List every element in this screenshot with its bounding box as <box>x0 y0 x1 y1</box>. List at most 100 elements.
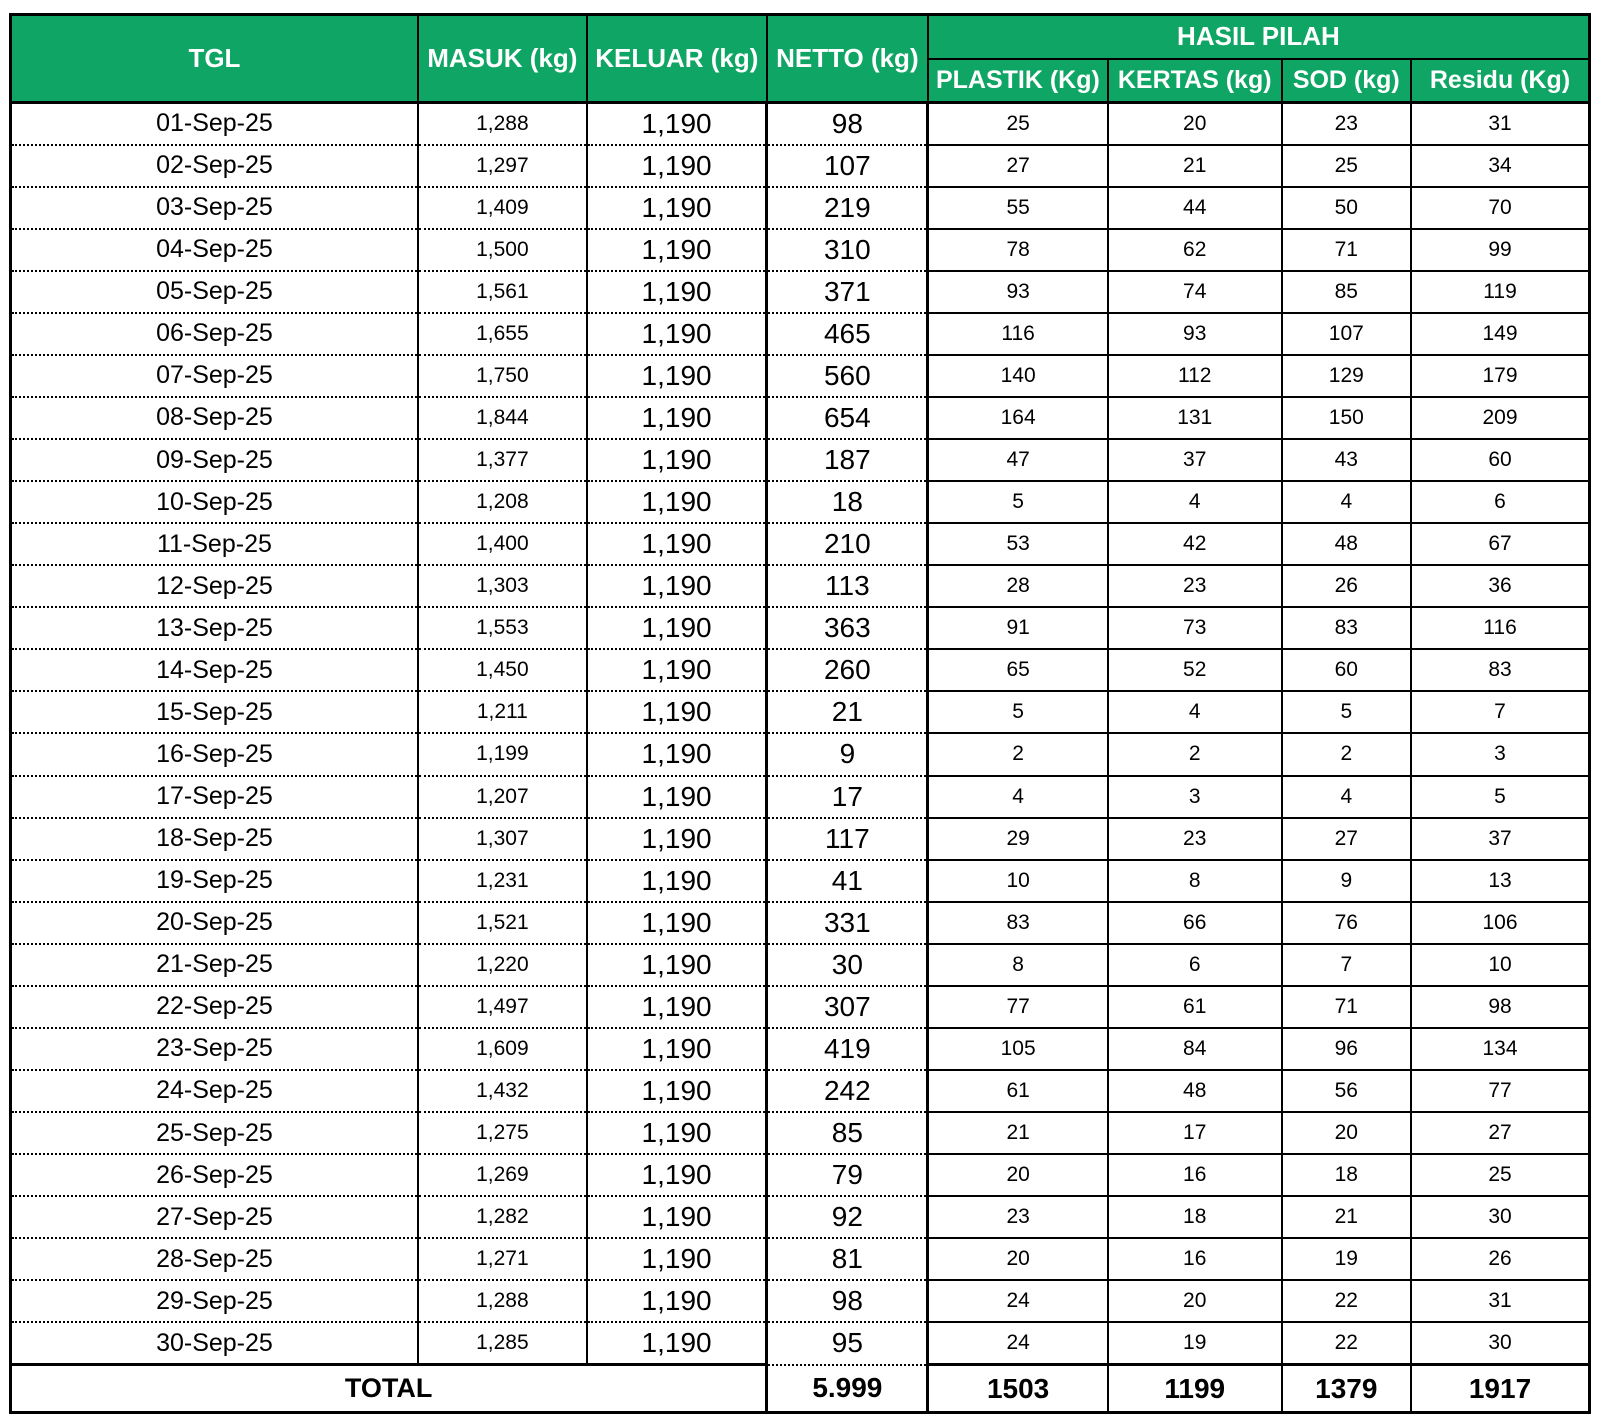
col-header-netto: NETTO (kg) <box>765 13 929 104</box>
cell-date: 02-Sep-25 <box>10 144 419 188</box>
cell-masuk: 1,207 <box>417 775 588 819</box>
cell-kertas: 21 <box>1106 144 1283 188</box>
cell-date: 18-Sep-25 <box>10 817 419 861</box>
cell-sod: 7 <box>1280 943 1413 987</box>
cell-netto: 419 <box>765 1027 930 1071</box>
table-row: 27-Sep-25 1,282 1,190 92 23 18 21 30 <box>10 1196 1591 1240</box>
cell-netto: 21 <box>765 691 930 735</box>
cell-date: 10-Sep-25 <box>10 481 419 525</box>
cell-netto: 242 <box>765 1069 930 1114</box>
cell-keluar: 1,190 <box>586 943 767 987</box>
cell-masuk: 1,269 <box>417 1154 588 1198</box>
cell-sod: 23 <box>1280 102 1413 146</box>
cell-plastik: 83 <box>926 901 1109 945</box>
table-row: 17-Sep-25 1,207 1,190 17 4 3 4 5 <box>10 775 1591 819</box>
total-sod: 1379 <box>1280 1364 1413 1413</box>
cell-kertas: 42 <box>1106 523 1283 567</box>
cell-residu: 26 <box>1410 1238 1591 1282</box>
cell-residu: 3 <box>1410 733 1591 777</box>
table-row: 16-Sep-25 1,199 1,190 9 2 2 2 3 <box>10 733 1591 777</box>
cell-kertas: 4 <box>1106 691 1283 735</box>
cell-residu: 5 <box>1410 775 1591 819</box>
cell-netto: 41 <box>765 859 930 903</box>
table-row: 05-Sep-25 1,561 1,190 371 93 74 85 119 <box>10 270 1591 314</box>
cell-masuk: 1,497 <box>417 985 588 1029</box>
cell-masuk: 1,288 <box>417 102 588 146</box>
table-row: 21-Sep-25 1,220 1,190 30 8 6 7 10 <box>10 943 1591 987</box>
cell-plastik: 77 <box>926 985 1109 1029</box>
cell-kertas: 48 <box>1106 1069 1283 1114</box>
cell-residu: 77 <box>1410 1069 1591 1114</box>
total-row: TOTAL 5.999 1503 1199 1379 1917 <box>10 1364 1591 1413</box>
cell-keluar: 1,190 <box>586 817 767 861</box>
cell-sod: 50 <box>1280 186 1413 230</box>
total-kertas: 1199 <box>1106 1364 1283 1413</box>
cell-masuk: 1,271 <box>417 1238 588 1282</box>
total-label: TOTAL <box>10 1364 769 1413</box>
cell-residu: 7 <box>1410 691 1591 735</box>
cell-kertas: 16 <box>1106 1238 1283 1282</box>
cell-keluar: 1,190 <box>586 396 767 441</box>
cell-plastik: 20 <box>926 1154 1109 1198</box>
cell-kertas: 112 <box>1106 354 1283 398</box>
cell-netto: 107 <box>765 144 930 188</box>
cell-masuk: 1,285 <box>417 1322 588 1367</box>
cell-netto: 307 <box>765 985 930 1029</box>
cell-kertas: 4 <box>1106 481 1283 525</box>
table-row: 12-Sep-25 1,303 1,190 113 28 23 26 36 <box>10 565 1591 609</box>
cell-keluar: 1,190 <box>586 481 767 525</box>
cell-keluar: 1,190 <box>586 1238 767 1282</box>
cell-sod: 150 <box>1280 396 1413 441</box>
table-row: 02-Sep-25 1,297 1,190 107 27 21 25 34 <box>10 144 1591 188</box>
cell-date: 09-Sep-25 <box>10 439 419 483</box>
cell-plastik: 65 <box>926 649 1109 693</box>
cell-netto: 654 <box>765 396 930 441</box>
cell-plastik: 78 <box>926 228 1109 272</box>
cell-date: 29-Sep-25 <box>10 1280 419 1324</box>
cell-keluar: 1,190 <box>586 775 767 819</box>
cell-plastik: 55 <box>926 186 1109 230</box>
cell-residu: 36 <box>1410 565 1591 609</box>
cell-masuk: 1,553 <box>417 607 588 651</box>
cell-date: 28-Sep-25 <box>10 1238 419 1282</box>
cell-netto: 113 <box>765 565 930 609</box>
table-row: 14-Sep-25 1,450 1,190 260 65 52 60 83 <box>10 649 1591 693</box>
cell-residu: 31 <box>1410 1280 1591 1324</box>
cell-plastik: 24 <box>926 1280 1109 1324</box>
cell-kertas: 18 <box>1106 1196 1283 1240</box>
cell-plastik: 116 <box>926 312 1109 356</box>
table-row: 01-Sep-25 1,288 1,190 98 25 20 23 31 <box>10 102 1591 146</box>
cell-plastik: 5 <box>926 481 1109 525</box>
cell-residu: 30 <box>1410 1196 1591 1240</box>
cell-masuk: 1,655 <box>417 312 588 356</box>
table-row: 04-Sep-25 1,500 1,190 310 78 62 71 99 <box>10 228 1591 272</box>
cell-sod: 5 <box>1280 691 1413 735</box>
cell-masuk: 1,231 <box>417 859 588 903</box>
cell-date: 12-Sep-25 <box>10 565 419 609</box>
cell-residu: 6 <box>1410 481 1591 525</box>
table-row: 26-Sep-25 1,269 1,190 79 20 16 18 25 <box>10 1154 1591 1198</box>
table-row: 13-Sep-25 1,553 1,190 363 91 73 83 116 <box>10 607 1591 651</box>
cell-keluar: 1,190 <box>586 691 767 735</box>
cell-plastik: 24 <box>926 1322 1109 1367</box>
cell-residu: 31 <box>1410 102 1591 146</box>
cell-kertas: 37 <box>1106 439 1283 483</box>
cell-residu: 27 <box>1410 1112 1591 1156</box>
cell-kertas: 61 <box>1106 985 1283 1029</box>
cell-sod: 56 <box>1280 1069 1413 1114</box>
cell-keluar: 1,190 <box>586 901 767 945</box>
table-row: 03-Sep-25 1,409 1,190 219 55 44 50 70 <box>10 186 1591 230</box>
col-header-plastik: PLASTIK (Kg) <box>926 57 1109 104</box>
cell-keluar: 1,190 <box>586 859 767 903</box>
cell-date: 25-Sep-25 <box>10 1112 419 1156</box>
cell-plastik: 47 <box>926 439 1109 483</box>
total-plastik: 1503 <box>926 1364 1109 1413</box>
table-row: 29-Sep-25 1,288 1,190 98 24 20 22 31 <box>10 1280 1591 1324</box>
cell-date: 11-Sep-25 <box>10 523 419 567</box>
cell-sod: 9 <box>1280 859 1413 903</box>
cell-kertas: 44 <box>1106 186 1283 230</box>
cell-netto: 30 <box>765 943 930 987</box>
cell-masuk: 1,561 <box>417 270 588 314</box>
table-row: 09-Sep-25 1,377 1,190 187 47 37 43 60 <box>10 439 1591 483</box>
table-row: 06-Sep-25 1,655 1,190 465 116 93 107 149 <box>10 312 1591 356</box>
